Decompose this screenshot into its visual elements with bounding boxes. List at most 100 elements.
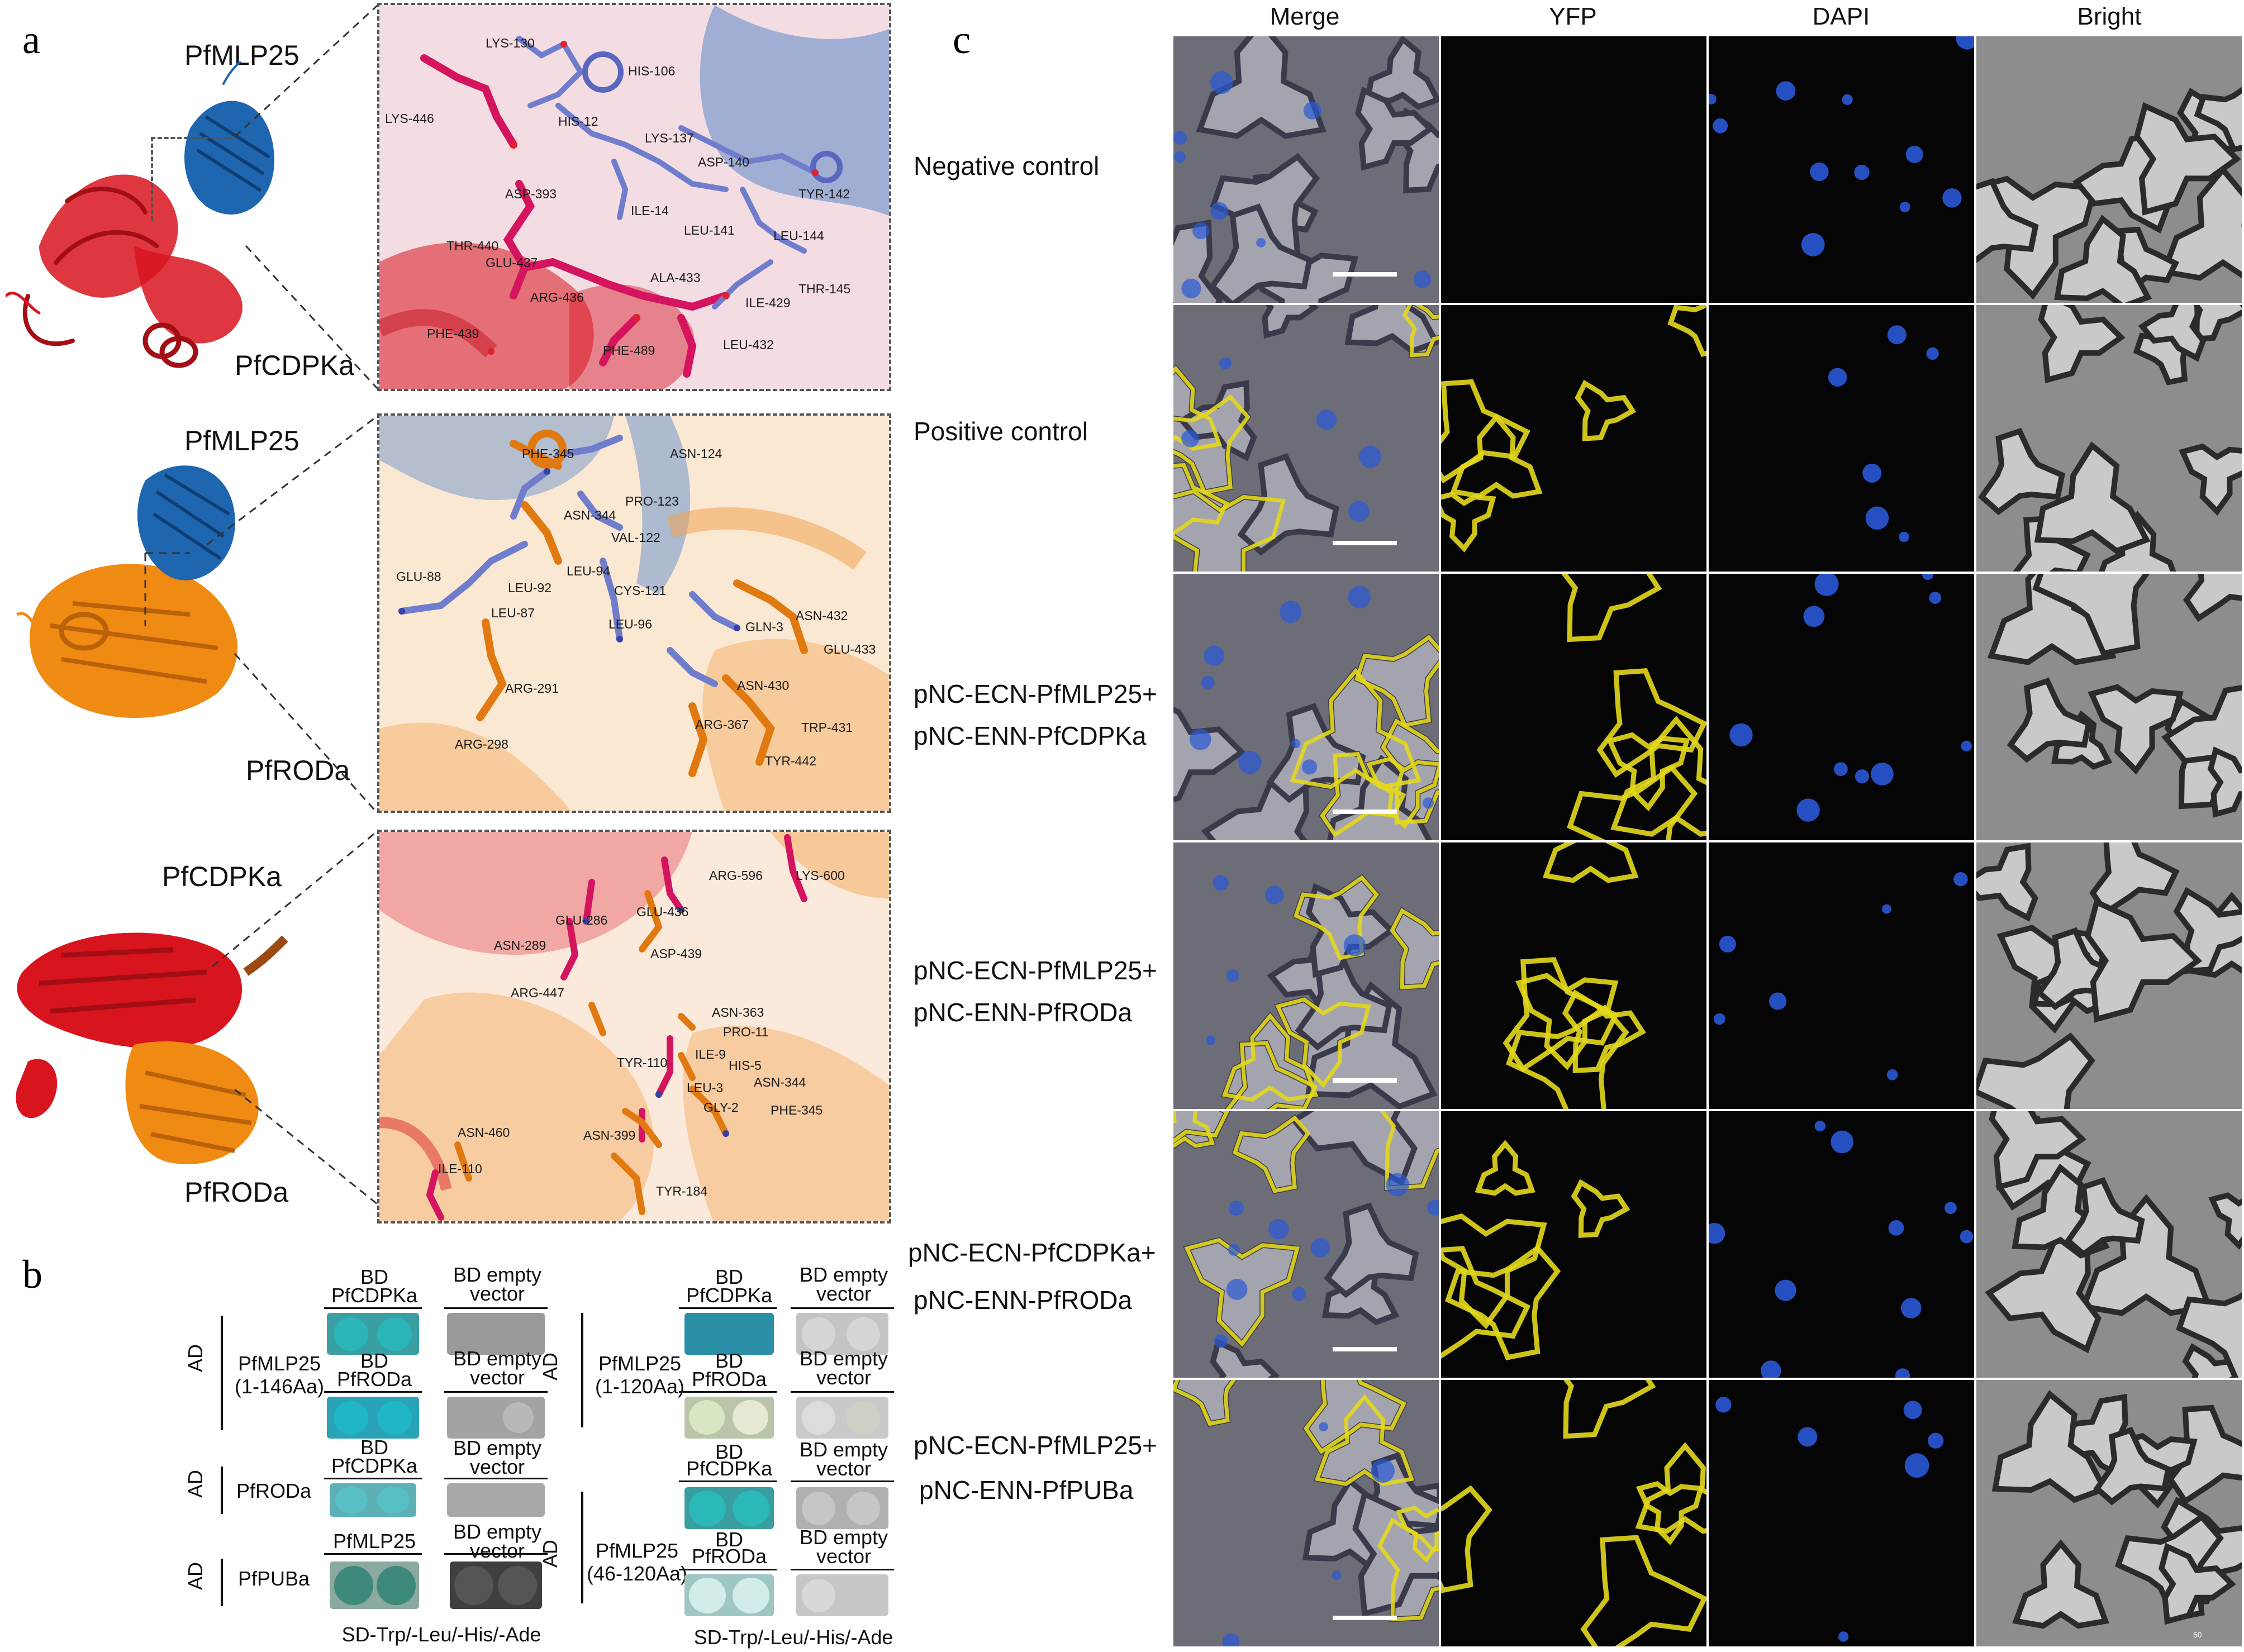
underline [444,1307,548,1309]
column-header-bright: Bright [2077,3,2142,30]
bd-construct: PfMLP25 [332,1530,416,1553]
yeast-spot-negative [447,1483,545,1517]
row-label: pNC-ENN-PfRODa [914,1286,1133,1315]
micrograph-dapi [1709,574,1974,840]
yeast-spot-negative [796,1487,888,1529]
residue-label: GLU-88 [396,569,441,584]
yeast-spot-negative [447,1397,545,1439]
residue-label: PRO-11 [723,1025,769,1039]
complex1-interface-render [379,5,889,389]
bd-prefix: BD [360,1349,388,1372]
micrograph-bright [1976,842,2242,1109]
bd-prefix: BD [360,1265,388,1288]
ad-construct: PfPUBa [237,1567,310,1590]
micrograph-bright [1976,305,2242,572]
residue-label: ILE-14 [631,203,669,218]
micrograph-bright [1976,574,2242,840]
bd-empty-vector-label: BD empty vector [453,1347,542,1389]
underline [679,1480,777,1482]
residue-label: ILE-429 [745,296,791,310]
bracket-line [581,1313,583,1427]
underline [324,1391,422,1393]
ad-label: AD [539,1539,562,1568]
yeast-spot-positive [330,1483,416,1517]
row-label: Negative control [914,151,1100,180]
row-label: pNC-ENN-PfCDPKa [914,721,1147,750]
scale-bar [1333,1347,1397,1351]
micrograph-dapi [1709,36,1974,303]
underline [791,1569,894,1570]
yeast-spot-negative [796,1313,888,1355]
micrograph-bright [1976,1111,2242,1378]
yeast-spot-positive [327,1313,419,1355]
underline [791,1307,894,1309]
residue-label: TYR-184 [656,1184,708,1198]
residue-label: TYR-442 [765,754,817,768]
complex2-interface-render [379,416,889,811]
complex1-top-label: PfMLP25 [184,40,299,71]
micrograph-yfp [1441,842,1706,1109]
bd-construct: PfCDPKa [686,1457,773,1480]
bd-empty-vector-label: BD empty vector [799,1526,888,1568]
micrograph-dapi [1709,1111,1974,1378]
column-header-yfp: YFP [1549,3,1597,30]
residue-label: ASN-460 [458,1125,510,1140]
row-label: pNC-ECN-PfMLP25+ [914,1431,1157,1460]
residue-label: PHE-345 [771,1103,823,1117]
residue-label: ASN-363 [712,1005,764,1020]
zoom-guide [151,137,155,221]
residue-label: ASN-432 [796,608,848,623]
residue-label: ILE-110 [438,1161,482,1176]
row-label: pNC-ECN-PfMLP25+ [914,956,1157,985]
yeast-spot-negative [796,1574,888,1616]
zoom-guide [151,137,235,141]
residue-label: TYR-142 [798,187,850,201]
complex3-bottom-label: PfRODa [184,1177,289,1208]
residue-label: GLU-433 [824,642,876,656]
zoom-connector-lines [144,415,378,814]
residue-label: ALA-433 [650,270,701,285]
residue-label: PRO-123 [625,494,679,508]
bracket-line [581,1492,583,1603]
residue-label: HIS-5 [729,1058,762,1073]
row-label: Positive control [914,417,1088,446]
bd-empty-vector-label: BD empty vector [453,1520,542,1563]
residue-label: ASN-124 [670,446,722,461]
residue-label: LEU-94 [567,564,610,578]
residue-label: THR-440 [446,239,499,253]
micrograph-merge [1173,574,1439,840]
residue-label: ARG-447 [511,986,564,1000]
residue-label: LEU-92 [508,580,552,595]
scale-bar [1333,541,1397,545]
residue-label: VAL-122 [611,530,660,545]
underline [791,1480,894,1482]
residue-label: LEU-432 [723,337,774,352]
residue-label: ARG-596 [709,868,763,883]
residue-label: PHE-439 [427,326,479,341]
micrograph-merge [1173,1380,1439,1646]
micrograph-yfp [1441,574,1706,840]
scale-bar [1333,1616,1397,1620]
ad-label: AD [184,1561,207,1591]
complex3-top-label: PfCDPKa [162,861,282,892]
residue-label: ASP-439 [650,946,702,961]
underline [324,1307,422,1309]
underline [444,1478,548,1479]
bd-construct: PfCDPKa [331,1454,418,1477]
complex2-interface-box: PHE-345 ASN-124 PRO-123 ASN-344 VAL-122 … [377,413,891,813]
residue-label: ARG-367 [695,717,749,732]
bd-empty-vector-label: BD empty vector [799,1347,888,1389]
underline [679,1569,777,1570]
residue-label: LYS-446 [385,111,434,126]
residue-label: TYR-110 [617,1055,668,1070]
residue-label: THR-145 [798,282,851,296]
residue-label: LEU-141 [684,223,735,237]
residue-label: LEU-144 [773,228,824,243]
bd-construct: PfCDPKa [686,1284,773,1307]
residue-label: ASN-399 [583,1128,636,1142]
row-label: pNC-ENN-PfRODa [914,998,1133,1027]
bd-empty-vector-label: BD empty vector [799,1438,888,1480]
underline [444,1553,548,1555]
complex3-interface-box: ARG-596 LYS-600 GLU-286 GLU-436 ASN-289 … [377,830,891,1223]
underline [324,1553,422,1555]
